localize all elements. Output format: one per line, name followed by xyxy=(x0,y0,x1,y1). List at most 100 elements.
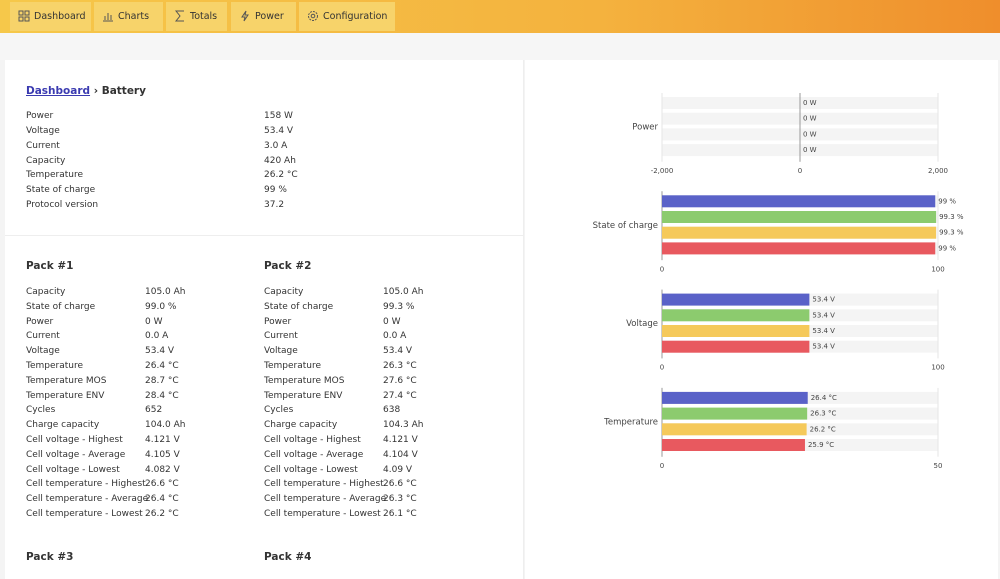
field-value: 0 W xyxy=(145,316,163,327)
field-value: 37.2 xyxy=(264,200,285,211)
chart-label: Power xyxy=(632,123,658,133)
value-label: 99.3 % xyxy=(939,229,964,237)
field-label: Cell voltage - Average xyxy=(264,449,364,460)
x-tick-label: 0 xyxy=(660,462,664,470)
field-label: Cell temperature - Average xyxy=(264,494,387,505)
field-value: 53.4 V xyxy=(145,346,175,357)
field-value: 28.7 °C xyxy=(145,375,179,386)
field-label: Power xyxy=(26,316,54,327)
bar xyxy=(662,293,810,306)
nav-bar: Dashboard Charts Totals Power Configurat… xyxy=(0,0,1000,33)
field-value: 4.09 V xyxy=(383,464,413,475)
field-value: 28.4 °C xyxy=(145,390,179,401)
field-label: Capacity xyxy=(264,287,304,297)
field-label: Power xyxy=(264,316,292,327)
field-value: 0.0 A xyxy=(383,331,407,342)
x-tick-label: 2,000 xyxy=(928,167,948,175)
field-value: 99 % xyxy=(264,185,287,196)
tab-label: Charts xyxy=(118,11,150,22)
field-label: Protocol version xyxy=(26,200,99,211)
value-label: 99.3 % xyxy=(939,213,964,221)
tab[interactable]: Dashboard xyxy=(10,2,91,31)
field-label: Cell temperature - Highest xyxy=(26,479,146,490)
field-value: 652 xyxy=(145,405,163,416)
field-label: Capacity xyxy=(26,287,66,297)
field-value: 104.0 Ah xyxy=(145,420,186,431)
value-label: 0 W xyxy=(803,146,817,154)
bar xyxy=(662,407,808,420)
field-label: State of charge xyxy=(26,301,96,312)
chart-label: State of charge xyxy=(593,221,658,231)
field-label: Voltage xyxy=(26,346,60,357)
icon xyxy=(18,10,30,22)
detail-panel xyxy=(5,60,524,579)
value-label: 0 W xyxy=(803,130,817,138)
value-label: 99 % xyxy=(938,244,956,252)
pack-title: Pack #3 xyxy=(26,551,74,563)
pack-title: Pack #1 xyxy=(26,260,74,272)
value-label: 0 W xyxy=(803,99,817,107)
value-label: 53.4 V xyxy=(812,311,835,319)
x-tick-label: 0 xyxy=(660,265,664,273)
field-label: Temperature ENV xyxy=(26,390,105,401)
field-label: Power xyxy=(26,111,54,121)
value-label: 26.3 °C xyxy=(810,410,836,418)
value-label: 26.2 °C xyxy=(810,425,836,433)
field-label: Capacity xyxy=(26,155,66,166)
field-value: 4.082 V xyxy=(145,464,180,475)
bar xyxy=(662,325,810,337)
field-value: 105.0 Ah xyxy=(145,287,186,297)
bar xyxy=(662,242,936,255)
field-label: Voltage xyxy=(264,346,298,357)
bar xyxy=(662,423,807,436)
field-value: 27.6 °C xyxy=(383,375,417,386)
field-value: 104.3 Ah xyxy=(383,420,424,431)
bar xyxy=(662,195,936,208)
field-label: Charge capacity xyxy=(26,420,100,431)
bar xyxy=(662,340,810,353)
field-value: 26.2 °C xyxy=(264,170,298,181)
field-value: 26.4 °C xyxy=(145,494,179,505)
breadcrumb-link[interactable]: Dashboard xyxy=(26,85,91,97)
field-label: Cell voltage - Lowest xyxy=(26,464,120,475)
field-label: Charge capacity xyxy=(264,420,338,431)
value-label: 25.9 °C xyxy=(808,441,834,449)
field-label: Temperature MOS xyxy=(26,375,107,386)
field-value: 27.4 °C xyxy=(383,390,417,401)
tab[interactable]: Configuration xyxy=(299,2,395,31)
field-value: 638 xyxy=(383,405,401,416)
bar xyxy=(662,439,805,451)
field-value: 26.3 °C xyxy=(383,361,417,371)
field-label: Cell temperature - Lowest xyxy=(26,509,143,519)
field-value: 53.4 V xyxy=(383,346,413,357)
tab[interactable]: Charts xyxy=(94,2,163,31)
chart-label: Voltage xyxy=(626,319,658,329)
value-label: 0 W xyxy=(803,115,817,123)
field-label: Cell voltage - Highest xyxy=(264,435,361,445)
tab[interactable]: Power xyxy=(231,2,296,31)
field-label: Temperature MOS xyxy=(264,375,345,386)
field-label: Temperature xyxy=(26,170,84,181)
bar xyxy=(662,226,937,239)
icon xyxy=(241,10,249,22)
field-value: 4.104 V xyxy=(383,449,418,460)
field-label: Current xyxy=(26,331,60,342)
field-value: 99.3 % xyxy=(383,301,415,312)
field-label: State of charge xyxy=(264,301,334,312)
breadcrumb: Dashboard › Battery xyxy=(26,85,146,97)
field-label: Current xyxy=(264,331,298,342)
bar xyxy=(662,309,810,322)
x-tick-label: 100 xyxy=(931,364,944,372)
field-value: 158 W xyxy=(264,111,293,121)
icon xyxy=(308,11,318,21)
field-label: Current xyxy=(26,140,60,151)
tab-label: Power xyxy=(255,11,284,22)
field-value: 26.3 °C xyxy=(383,494,417,505)
field-label: Cell voltage - Lowest xyxy=(264,464,358,475)
icon xyxy=(174,10,184,22)
bar xyxy=(662,211,937,223)
tab-label: Dashboard xyxy=(34,11,86,22)
breadcrumb-current: Battery xyxy=(101,85,146,97)
tab[interactable]: Totals xyxy=(166,2,227,31)
